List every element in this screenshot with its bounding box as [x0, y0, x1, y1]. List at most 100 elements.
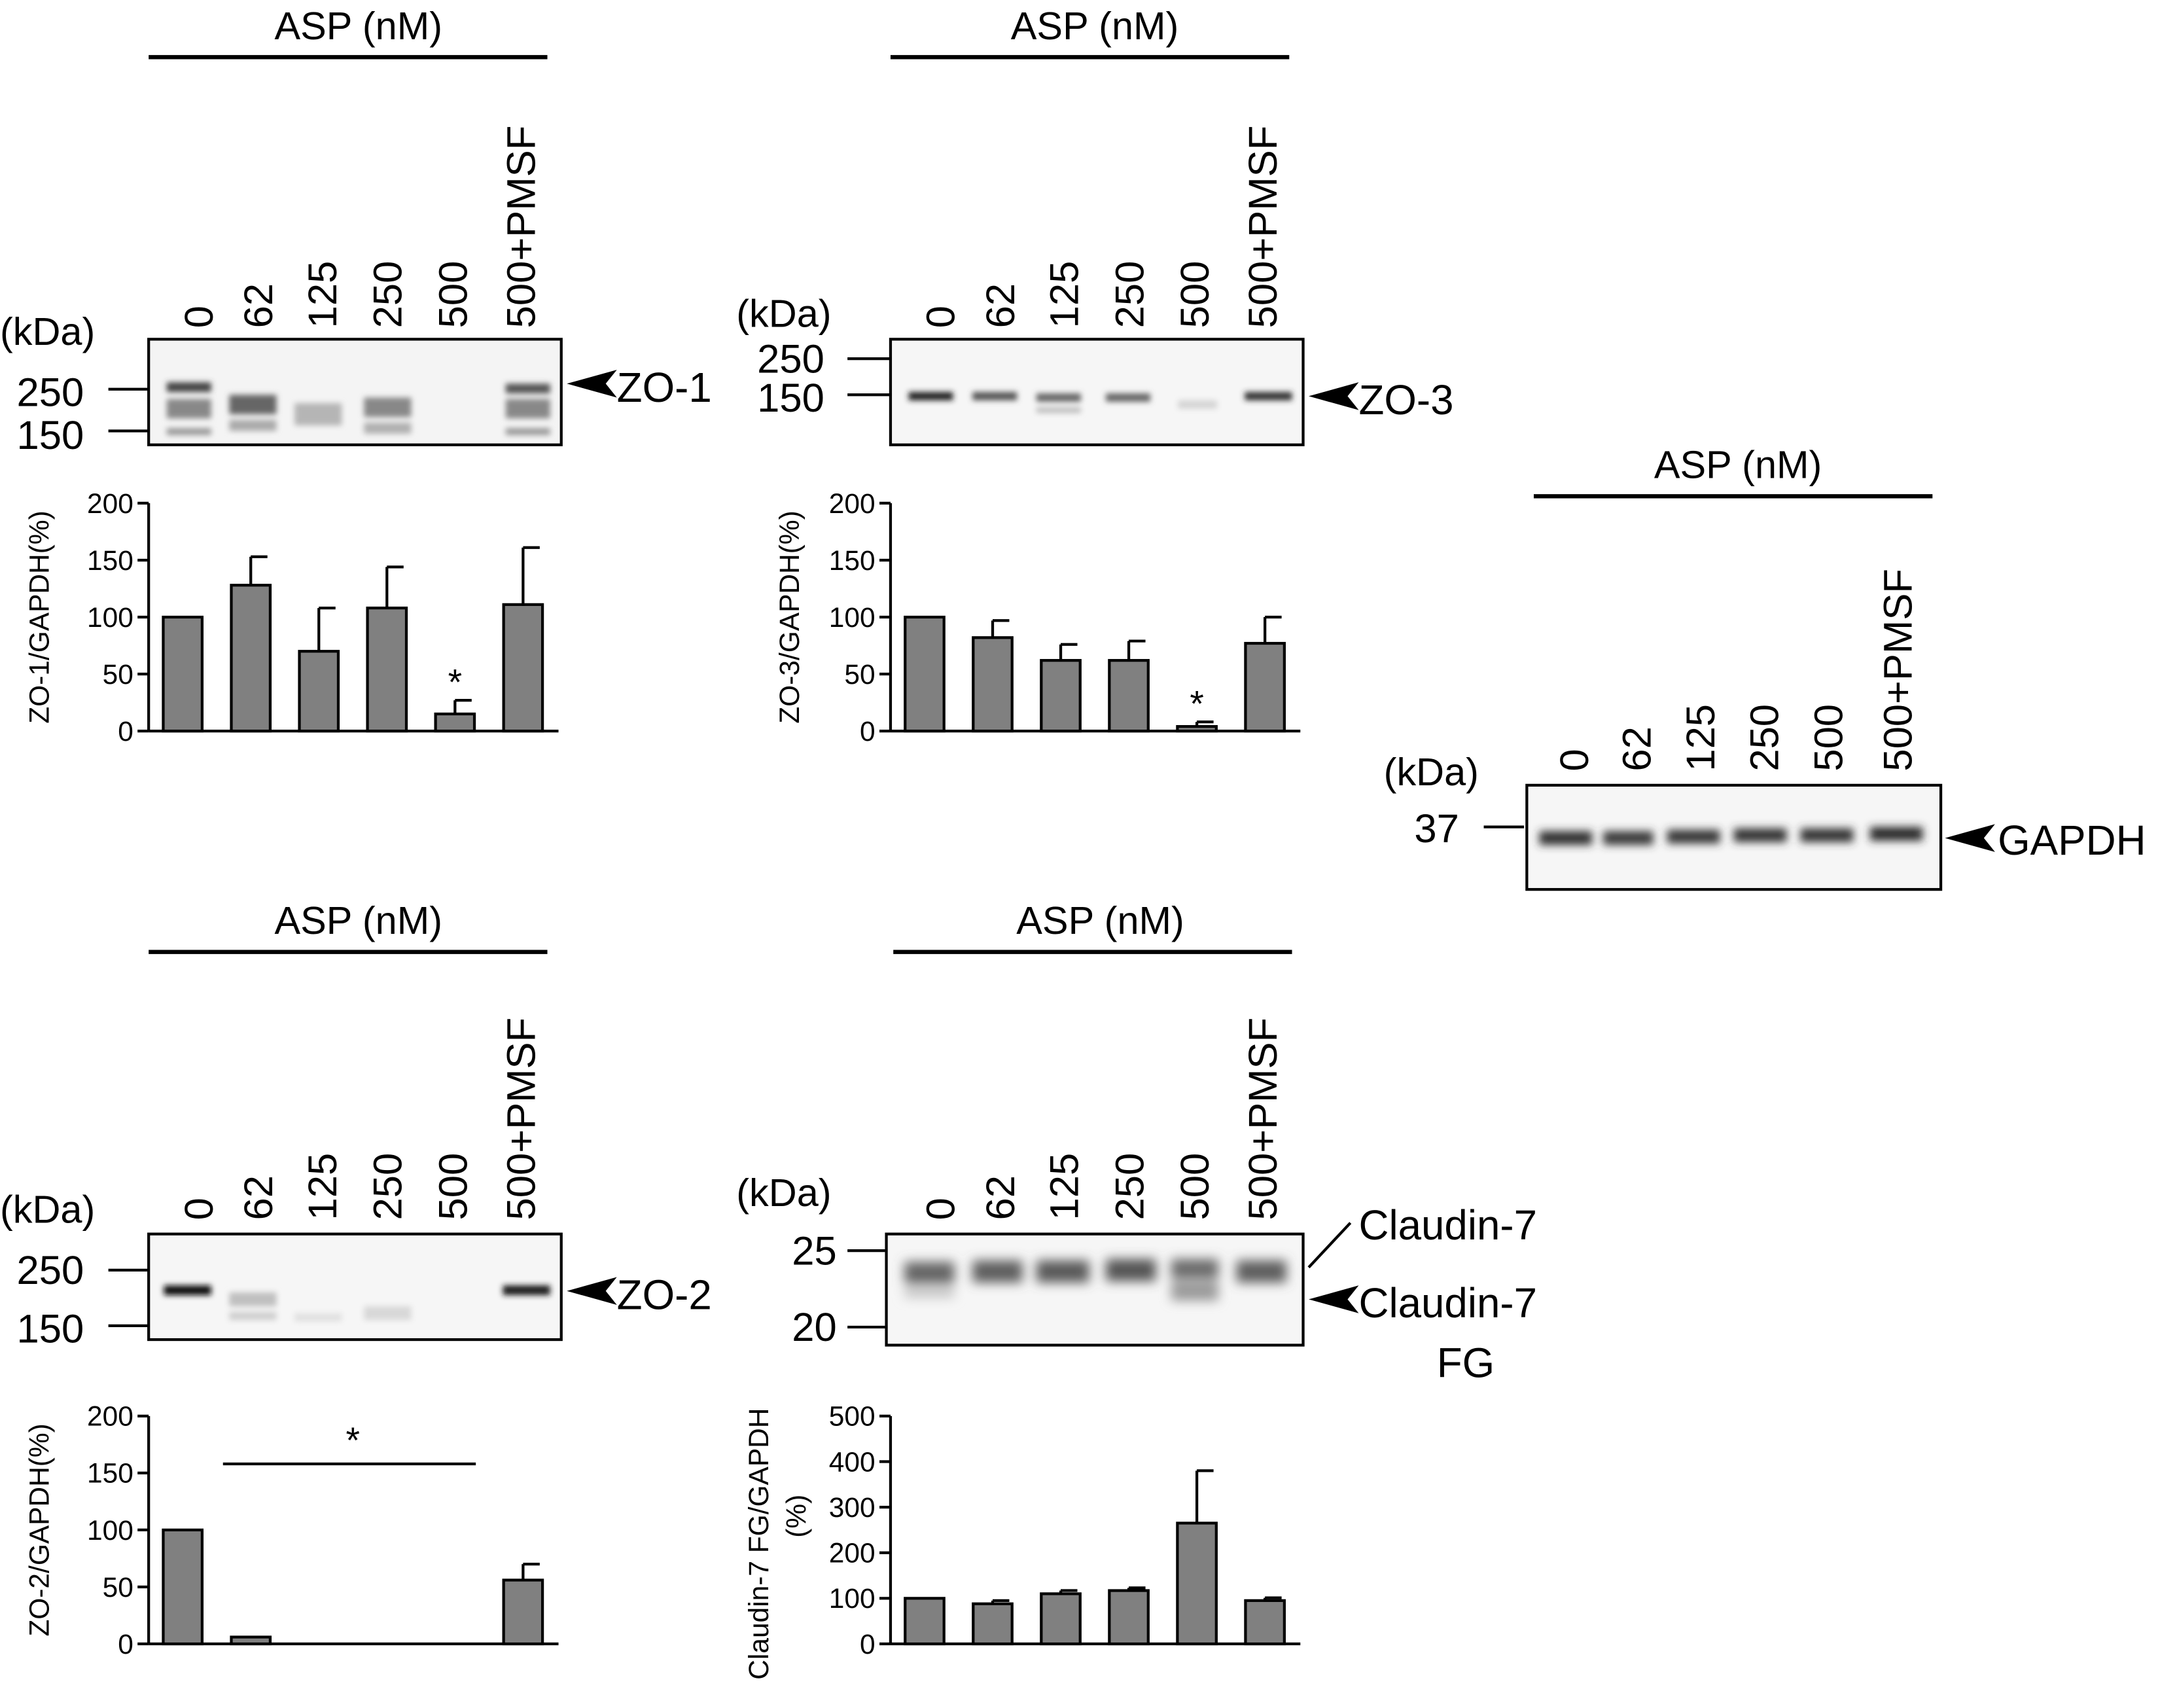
- lane-label: 62: [1614, 726, 1659, 771]
- zo2-bar: [502, 1578, 544, 1646]
- gapdh-bands: [1539, 827, 1923, 845]
- zo3-lane-labels: 0 62 125 250 500 500+PMSF: [919, 126, 1286, 329]
- cldn7-band-label-upper: Claudin-7: [1358, 1202, 1537, 1249]
- lane-label: 500: [1173, 261, 1218, 329]
- gapdh-panel: ASP (nM) 0 62 125 250 500 500+PMSF (kDa)…: [1384, 443, 2146, 891]
- zo3-bar: [972, 636, 1014, 733]
- zo1-y-tick-label: 50: [103, 659, 133, 690]
- zo1-marker-250: 250: [16, 370, 84, 415]
- zo2-chart: 0 50 100 150 200 ZO-2/GAPDH(%) *: [24, 1401, 559, 1660]
- cldn7-y-axis-label-units: (%): [781, 1495, 811, 1538]
- cldn7-arrowhead-icon: [1309, 1285, 1359, 1313]
- zo1-significance-mark: *: [448, 662, 462, 703]
- lane-label: 500+PMSF: [1875, 569, 1920, 772]
- zo3-y-tick-label: 150: [829, 545, 876, 576]
- gapdh-marker-37: 37: [1414, 806, 1459, 851]
- zo3-marker-250: 250: [757, 336, 824, 382]
- zo2-bar: [230, 1635, 272, 1646]
- cldn7-bar: [972, 1602, 1014, 1646]
- lane-label: 500+PMSF: [1241, 126, 1286, 329]
- zo1-blot: [147, 338, 563, 446]
- cldn7-y-tick-label: 100: [829, 1583, 876, 1614]
- zo1-marker-150: 150: [16, 413, 84, 458]
- zo1-bar: [366, 606, 408, 733]
- cldn7-bar: [1108, 1589, 1150, 1646]
- zo3-blot: [889, 338, 1305, 446]
- cldn7-bar: [1176, 1521, 1218, 1646]
- zo1-header: ASP (nM): [275, 4, 443, 48]
- lane-label: 62: [236, 1175, 281, 1220]
- zo2-y-tick-label: 50: [103, 1572, 133, 1603]
- lane-label: 500+PMSF: [1241, 1018, 1286, 1220]
- zo2-header: ASP (nM): [275, 898, 443, 942]
- zo2-y-tick-label: 0: [118, 1629, 133, 1660]
- zo3-y-tick-label: 0: [860, 716, 876, 747]
- zo3-bar: [1108, 659, 1150, 733]
- cldn7-blot: [885, 1232, 1305, 1347]
- zo1-y-tick-label: 100: [87, 602, 133, 633]
- lane-label: 500: [431, 261, 476, 329]
- zo3-bar: [904, 615, 946, 733]
- zo1-band-label: ZO-1: [617, 365, 712, 411]
- lane-label: 0: [919, 306, 964, 328]
- zo2-panel: ASP (nM) 0 62 125 250 500 500+PMSF (kDa)…: [0, 898, 712, 1660]
- lane-label: 250: [366, 261, 411, 329]
- zo3-marker-150: 150: [757, 376, 824, 421]
- zo2-bar: [162, 1528, 204, 1646]
- zo3-y-tick-label: 50: [844, 659, 875, 690]
- zo3-arrowhead-icon: [1309, 382, 1359, 410]
- lane-label: 500: [1173, 1153, 1218, 1220]
- lane-label: 0: [1552, 749, 1597, 771]
- lane-label: 500+PMSF: [499, 126, 544, 329]
- cldn7-y-axis-label: Claudin-7 FG/GAPDH: [743, 1408, 774, 1680]
- lane-label: 62: [236, 283, 281, 328]
- lane-label: 0: [177, 1198, 222, 1220]
- cldn7-band-label-fg: FG: [1437, 1340, 1495, 1386]
- zo2-arrowhead-icon: [567, 1277, 617, 1305]
- zo1-y-tick-label: 0: [118, 716, 133, 747]
- lane-label: 250: [1107, 1153, 1152, 1220]
- gapdh-lane-labels: 0 62 125 250 500 500+PMSF: [1552, 569, 1921, 772]
- cldn7-y-tick-label: 500: [829, 1401, 876, 1432]
- zo1-lane-labels: 0 62 125 250 500 500+PMSF: [177, 126, 544, 329]
- zo2-significance-mark: *: [346, 1420, 360, 1461]
- zo3-bar: [1244, 641, 1286, 733]
- zo1-y-tick-label: 150: [87, 545, 133, 576]
- cldn7-y-tick-label: 200: [829, 1538, 876, 1569]
- zo3-bar: [1176, 725, 1218, 733]
- lane-label: 250: [1743, 704, 1788, 772]
- lane-label: 0: [177, 306, 222, 328]
- cldn7-pointer-line: [1307, 1222, 1352, 1269]
- zo2-blot: [147, 1232, 563, 1342]
- lane-label: 62: [978, 283, 1023, 328]
- cldn7-y-tick-label: 400: [829, 1446, 876, 1477]
- lane-label: 250: [1107, 261, 1152, 329]
- zo1-kda-label: (kDa): [0, 310, 95, 353]
- zo1-y-tick-label: 200: [87, 488, 133, 519]
- gapdh-header: ASP (nM): [1654, 443, 1822, 487]
- zo3-bar: [1040, 659, 1082, 733]
- lane-label: 125: [1678, 704, 1724, 772]
- zo2-y-tick-label: 100: [87, 1515, 133, 1546]
- zo3-y-axis-label: ZO-3/GAPDH(%): [774, 510, 805, 724]
- cldn7-marker-20: 20: [792, 1305, 836, 1350]
- zo3-panel: ASP (nM) 0 62 125 250 500 500+PMSF (kDa)…: [736, 4, 1453, 747]
- zo1-bar: [162, 615, 204, 733]
- zo2-bands: [164, 1285, 550, 1322]
- zo2-band-label: ZO-2: [617, 1272, 712, 1318]
- zo3-y-tick-label: 200: [829, 488, 876, 519]
- zo3-y-tick-label: 100: [829, 602, 876, 633]
- zo3-kda-label: (kDa): [736, 291, 831, 335]
- cldn7-y-tick-label: 0: [860, 1629, 876, 1660]
- zo3-chart: 0 50 100 150 200 ZO-3/GAPDH(%) *: [774, 488, 1301, 747]
- zo2-lane-labels: 0 62 125 250 500 500+PMSF: [177, 1018, 544, 1220]
- zo3-header: ASP (nM): [1011, 4, 1179, 48]
- zo1-panel: ASP (nM) 0 62 125 250 500 500+PMSF (kDa)…: [0, 4, 712, 747]
- lane-label: 500+PMSF: [499, 1018, 544, 1220]
- cldn7-chart: 0 100 200 300 400 500 Claudin-7 FG/GAPDH (%): [743, 1401, 1301, 1680]
- zo2-y-tick-label: 150: [87, 1458, 133, 1489]
- lane-label: 0: [919, 1198, 964, 1220]
- zo1-arrowhead-icon: [567, 370, 617, 398]
- cldn7-bands: [904, 1258, 1287, 1301]
